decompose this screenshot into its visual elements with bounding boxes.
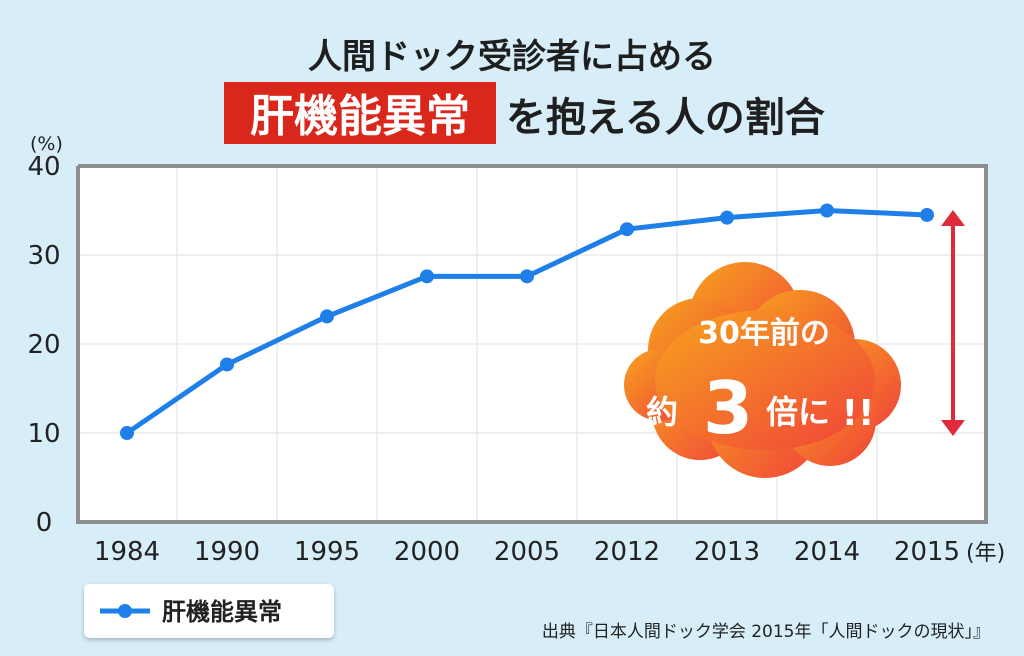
- series-point: [420, 269, 434, 284]
- series-points: [120, 203, 934, 440]
- callout-exclaim: !!: [842, 393, 875, 434]
- y-tick-label: 20: [27, 330, 60, 360]
- x-axis-unit: (年): [966, 541, 1005, 566]
- x-tick-label: 1984: [94, 537, 160, 567]
- series-point: [920, 207, 934, 222]
- x-tick-label: 2000: [394, 537, 460, 567]
- y-axis-unit: (%): [30, 133, 63, 155]
- chart-title-line2: を抱える人の割合: [506, 95, 825, 141]
- legend: 肝機能異常: [84, 584, 334, 638]
- chart-title-line1: 人間ドック受診者に占める: [308, 37, 716, 77]
- y-tick-label: 30: [27, 241, 60, 271]
- source-note: 出典『日本人間ドック学会 2015年「人間ドックの現状」』: [542, 622, 990, 642]
- increase-arrow: [941, 210, 965, 436]
- x-tick-label: 2014: [794, 537, 860, 567]
- series-point: [220, 357, 234, 372]
- callout-line1: 30年前の: [698, 316, 830, 351]
- plot-frame: [76, 164, 988, 524]
- y-tick-labels: 0 10 20 30 40: [27, 152, 60, 538]
- series-point: [820, 203, 834, 218]
- x-tick-label: 2012: [594, 537, 660, 567]
- x-tick-label: 1990: [194, 537, 260, 567]
- callout-cloud: 30年前の 約 3 倍に !!: [624, 262, 901, 478]
- title-highlight-box: [224, 82, 496, 144]
- x-tick-labels: 1984 1990 1995 2000 2005 2012 2013 2014 2015: [94, 537, 960, 567]
- series-point: [620, 222, 634, 237]
- series-point: [320, 309, 334, 324]
- legend-label: 肝機能異常: [162, 598, 282, 626]
- series-point: [520, 269, 534, 284]
- legend-box: [84, 584, 334, 638]
- series-point: [720, 210, 734, 225]
- y-tick-label: 40: [27, 152, 60, 182]
- x-tick-label: 2015: [894, 537, 960, 567]
- callout-suffix: 倍に: [766, 393, 830, 431]
- y-tick-label: 0: [36, 508, 53, 538]
- x-tick-label: 2005: [494, 537, 560, 567]
- line-dot-icon: [100, 604, 150, 618]
- x-tick-label: 2013: [694, 537, 760, 567]
- x-tick-label: 1995: [294, 537, 360, 567]
- y-tick-label: 10: [27, 419, 60, 449]
- callout-prefix: 約: [646, 393, 678, 431]
- chart-title-highlight: 肝機能異常: [250, 91, 470, 142]
- series-point: [120, 426, 134, 440]
- callout-number: 3: [703, 366, 753, 450]
